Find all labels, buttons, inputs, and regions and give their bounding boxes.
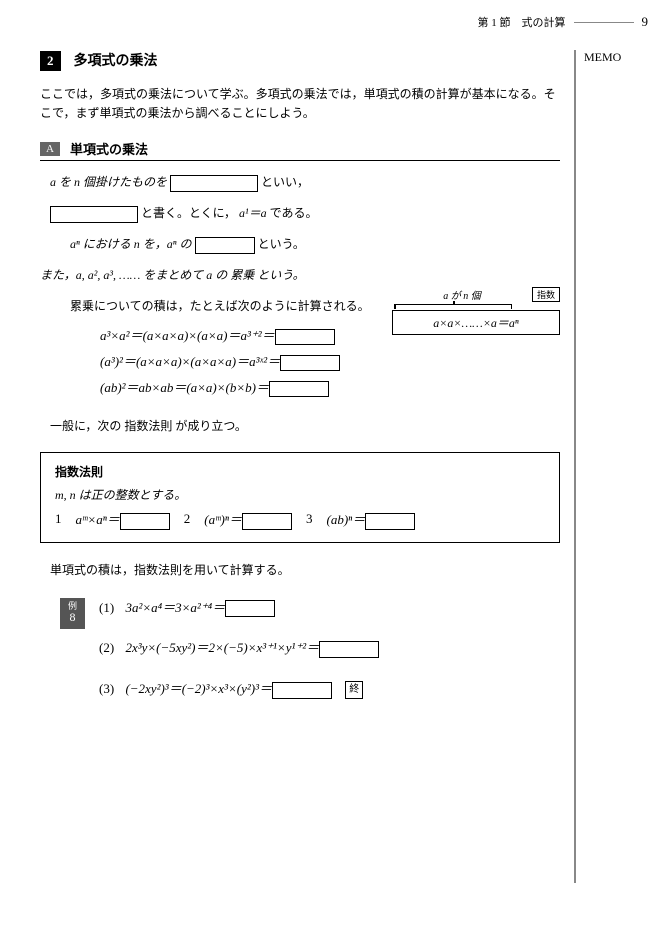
section-header: 2 多項式の乗法 [40, 50, 560, 71]
exponent-diagram: a が n 個 指数 a×a×……×a＝aⁿ [392, 287, 560, 335]
law-f2: (aᵐ)ⁿ＝ [204, 512, 242, 527]
def-text-2a: と書く。とくに， [141, 206, 236, 220]
page-number: 9 [642, 14, 649, 30]
def-text-2c: である。 [270, 206, 318, 220]
def-line-1: a を n 個掛けたものを といい， [50, 171, 560, 194]
ex3-text: (−2xy²)³＝(−2)³×x³×(y²)³＝ [125, 681, 272, 696]
example-item-1: (1) 3a²×a⁴＝3×a²⁺⁴＝ [99, 598, 379, 619]
def-text-1b: といい， [261, 175, 309, 189]
law-f3: (ab)ⁿ＝ [326, 512, 365, 527]
section-intro: ここでは，多項式の乗法について学ぶ。多項式の乗法では，単項式の積の計算が基本にな… [40, 85, 560, 123]
example-badge: 例 8 [60, 598, 85, 629]
end-mark: 終 [345, 681, 363, 699]
diagram-exp-label: 指数 [532, 287, 560, 302]
subsection-letter: A [40, 142, 60, 156]
law-premise: m, n は正の整数とする。 [55, 486, 545, 503]
law-num-2: 2 [184, 511, 191, 527]
blank-eq3[interactable] [269, 381, 329, 397]
def-text-3a: aⁿ における n を，aⁿ の [70, 237, 192, 251]
law-row: 1 aᵐ×aⁿ＝ 2 (aᵐ)ⁿ＝ 3 (ab)ⁿ＝ [55, 509, 545, 530]
def-text-1a: a を n 個掛けたものを [50, 175, 167, 189]
law-num-1: 1 [55, 511, 62, 527]
equation-2: (a³)²＝(a×a×a)×(a×a×a)＝a³ˣ²＝ [100, 351, 560, 371]
blank-power-name[interactable] [170, 175, 258, 192]
ex2-num: (2) [99, 640, 114, 655]
memo-label: MEMO [584, 50, 621, 64]
subsection-title: 単項式の乗法 [70, 139, 148, 158]
law-title: 指数法則 [55, 463, 545, 480]
blank-ex2[interactable] [319, 641, 379, 658]
definition-block: a を n 個掛けたものを といい， と書く。とくに， a¹＝a である。 aⁿ… [40, 171, 560, 255]
blank-law1[interactable] [120, 513, 170, 530]
chapter-label: 第 1 節 式の計算 [478, 14, 566, 30]
def-text-2b: a¹＝a [239, 206, 267, 220]
section-title: 多項式の乗法 [74, 54, 158, 69]
law-box: 指数法則 m, n は正の整数とする。 1 aᵐ×aⁿ＝ 2 (aᵐ)ⁿ＝ 3 … [40, 452, 560, 543]
eq3-text: (ab)²＝ab×ab＝(a×a)×(b×b)＝ [100, 380, 269, 395]
note-text: 単項式の積は，指数法則を用いて計算する。 [50, 559, 560, 582]
equation-3: (ab)²＝ab×ab＝(a×a)×(b×b)＝ [100, 377, 560, 397]
header-line [574, 22, 634, 23]
memo-column: MEMO [574, 50, 646, 883]
def-text-3b: という。 [258, 237, 305, 251]
law-f1: aᵐ×aⁿ＝ [76, 512, 120, 527]
example-number: 8 [70, 610, 76, 624]
blank-eq2[interactable] [280, 355, 340, 371]
power-summary-text: また，a, a², a³, …… をまとめて a の 累乗 という。 [40, 268, 305, 282]
diagram-product: a×a×……×a＝aⁿ [392, 310, 560, 335]
ex1-num: (1) [99, 600, 114, 615]
def-line-2: と書く。とくに， a¹＝a である。 [50, 202, 560, 225]
subsection-header: A 単項式の乗法 [40, 139, 560, 161]
page-header: 第 1 節 式の計算 9 [478, 14, 649, 30]
blank-eq1[interactable] [275, 329, 335, 345]
diagram-count: a が n 個 [392, 287, 532, 302]
example-block: 例 8 (1) 3a²×a⁴＝3×a²⁺⁴＝ (2) 2x³y×(−5xy²)＝… [60, 598, 560, 720]
example-items: (1) 3a²×a⁴＝3×a²⁺⁴＝ (2) 2x³y×(−5xy²)＝2×(−… [99, 598, 379, 720]
blank-notation[interactable] [50, 206, 138, 223]
def-line-3: aⁿ における n を，aⁿ の という。 [70, 233, 560, 256]
blank-exponent-name[interactable] [195, 237, 255, 254]
blank-law3[interactable] [365, 513, 415, 530]
example-item-3: (3) (−2xy²)³＝(−2)³×x³×(y²)³＝ 終 [99, 679, 379, 700]
blank-law2[interactable] [242, 513, 292, 530]
eq2-text: (a³)²＝(a×a×a)×(a×a×a)＝a³ˣ²＝ [100, 354, 280, 369]
ex1-text: 3a²×a⁴＝3×a²⁺⁴＝ [125, 600, 225, 615]
law-num-3: 3 [306, 511, 313, 527]
eq1-text: a³×a²＝(a×a×a)×(a×a)＝a³⁺²＝ [100, 328, 275, 343]
blank-ex1[interactable] [225, 600, 275, 617]
section-number: 2 [40, 51, 61, 71]
ex2-text: 2x³y×(−5xy²)＝2×(−5)×x³⁺¹×y¹⁺²＝ [125, 640, 319, 655]
example-item-2: (2) 2x³y×(−5xy²)＝2×(−5)×x³⁺¹×y¹⁺²＝ [99, 638, 379, 659]
ex3-num: (3) [99, 681, 114, 696]
main-content: 2 多項式の乗法 ここでは，多項式の乗法について学ぶ。多項式の乗法では，単項式の… [40, 50, 560, 720]
general-statement: 一般に，次の 指数法則 が成り立つ。 [50, 415, 560, 438]
blank-ex3[interactable] [272, 682, 332, 699]
power-summary: また，a, a², a³, …… をまとめて a の 累乗 という。 [40, 264, 560, 287]
